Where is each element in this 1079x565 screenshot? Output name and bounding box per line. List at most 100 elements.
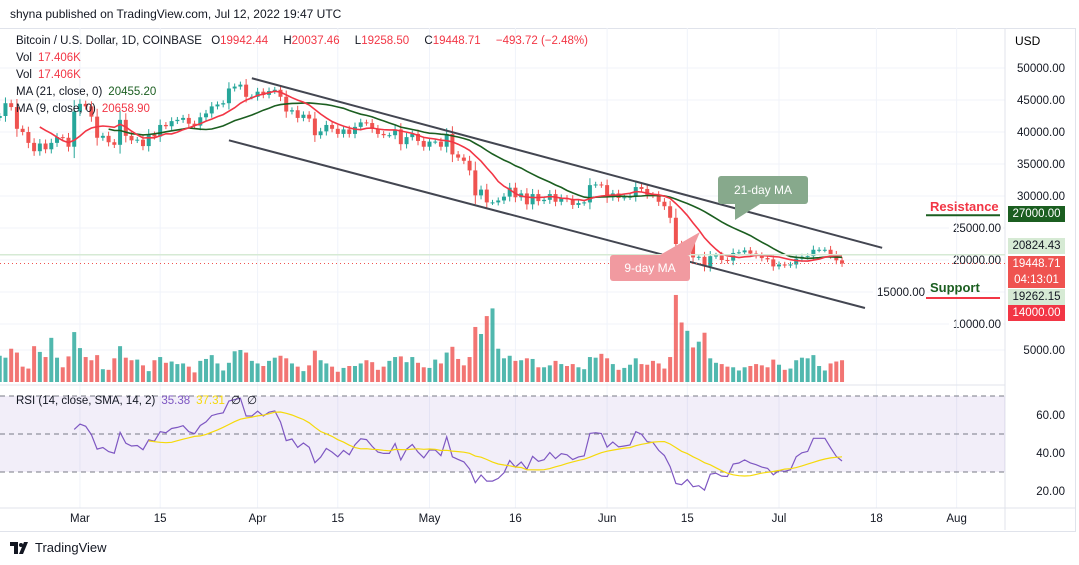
candle-body — [375, 128, 380, 134]
candle-body — [507, 187, 512, 197]
volume-bar — [301, 371, 306, 382]
candle-body — [295, 110, 300, 118]
volume-bar — [799, 357, 804, 382]
price-tick-label: 30000.00 — [1017, 191, 1065, 203]
candle-body — [691, 243, 696, 258]
candle-body — [496, 200, 501, 203]
ma9-label[interactable]: MA (9, close, 0) — [16, 103, 96, 115]
volume-bar — [479, 334, 484, 382]
volume-bar — [456, 358, 461, 382]
l-label: L — [354, 35, 362, 47]
volume-bar — [209, 355, 214, 382]
volume-bar — [20, 366, 25, 382]
last-price: 19448.71 — [1012, 258, 1061, 270]
candle-body — [782, 264, 787, 266]
candle-body — [324, 124, 329, 132]
time-tick-label: 18 — [870, 513, 883, 525]
volume-bar — [135, 359, 140, 382]
time-tick-label: 16 — [509, 513, 522, 525]
candle-body — [479, 189, 484, 196]
volume-bar — [83, 357, 88, 382]
volume-bar — [106, 369, 111, 382]
price-tick-label: 50000.00 — [1017, 63, 1065, 75]
volume-bar — [244, 352, 249, 382]
ma21-label[interactable]: MA (21, close, 0) — [16, 86, 103, 98]
candle-body — [393, 129, 398, 136]
tradingview-logo[interactable]: TradingView — [10, 540, 107, 555]
volume-bar — [192, 372, 197, 382]
volume-bar — [215, 363, 220, 382]
volume-bar — [387, 360, 392, 382]
candle-body — [72, 111, 77, 147]
volume-bar — [278, 355, 283, 382]
candle-body — [501, 196, 506, 201]
currency-label: USD — [1015, 34, 1041, 48]
price-tick-label: 15000.00 — [877, 287, 925, 299]
candle-body — [817, 249, 822, 251]
volume-bar — [393, 357, 398, 382]
rsi-label[interactable]: RSI (14, close, SMA, 14, 2) — [16, 395, 156, 407]
time-tick-label: Aug — [946, 513, 966, 525]
time-tick-label: May — [419, 513, 441, 525]
volume-bar — [628, 364, 633, 382]
candle-body — [811, 249, 816, 257]
candle-body — [713, 255, 718, 257]
volume-bar — [547, 365, 552, 382]
time-tick-label: 15 — [681, 513, 694, 525]
volume-bar — [650, 360, 655, 382]
volume-bar — [272, 357, 277, 382]
volume-bar — [421, 367, 426, 382]
rsi-band — [0, 396, 1005, 472]
volume-bar — [238, 350, 243, 382]
symbol-label[interactable]: Bitcoin / U.S. Dollar, 1D, COINBASE — [16, 35, 202, 47]
volume-bar — [364, 360, 369, 382]
candle-body — [639, 187, 644, 189]
volume-bar — [43, 357, 48, 382]
candle-body — [656, 195, 661, 202]
volume-bar — [822, 370, 827, 382]
candle-body — [410, 133, 415, 138]
candle-body — [742, 250, 747, 253]
candle-body — [158, 124, 163, 137]
ma21-line — [108, 102, 843, 260]
volume-bar — [95, 355, 100, 382]
volume-bar — [226, 362, 231, 382]
candle-body — [347, 129, 352, 134]
candle-body — [77, 103, 82, 112]
vol-label[interactable]: Vol — [16, 69, 32, 81]
vol-label[interactable]: Vol — [16, 52, 32, 64]
legend-vol1: Vol 17.406K — [16, 52, 87, 64]
ma21-value: 20455.20 — [108, 86, 157, 98]
time-tick-label: Jun — [598, 513, 617, 525]
candle-body — [226, 88, 231, 104]
candle-body — [530, 194, 535, 205]
candle-body — [788, 264, 793, 266]
candle-body — [330, 124, 335, 129]
volume-bar — [616, 369, 621, 382]
volume-bar — [513, 360, 518, 382]
volume-bar — [255, 363, 260, 382]
candle-body — [490, 202, 495, 204]
volume-bar — [284, 358, 289, 382]
candle-body — [32, 142, 37, 152]
close-value: 19448.71 — [432, 35, 481, 47]
volume-bar — [553, 360, 558, 382]
volume-bar — [427, 367, 432, 382]
publisher-line: shyna published on TradingView.com, Jul … — [10, 7, 342, 21]
volume-bar — [473, 326, 478, 382]
price-tick-label: 35000.00 — [1017, 159, 1065, 171]
candle-body — [163, 124, 168, 127]
volume-bar — [622, 367, 627, 382]
h-label: H — [283, 35, 292, 47]
volume-bar — [565, 366, 569, 382]
volume-bar — [570, 364, 575, 382]
resistance-label: Resistance — [930, 199, 999, 214]
candle-body — [60, 137, 65, 139]
candle-body — [198, 117, 203, 126]
volume-bar — [828, 363, 833, 382]
volume-bar — [232, 351, 237, 382]
candle-body — [364, 122, 369, 124]
vol-value: 17.406K — [38, 52, 81, 64]
candle-body — [759, 255, 764, 259]
